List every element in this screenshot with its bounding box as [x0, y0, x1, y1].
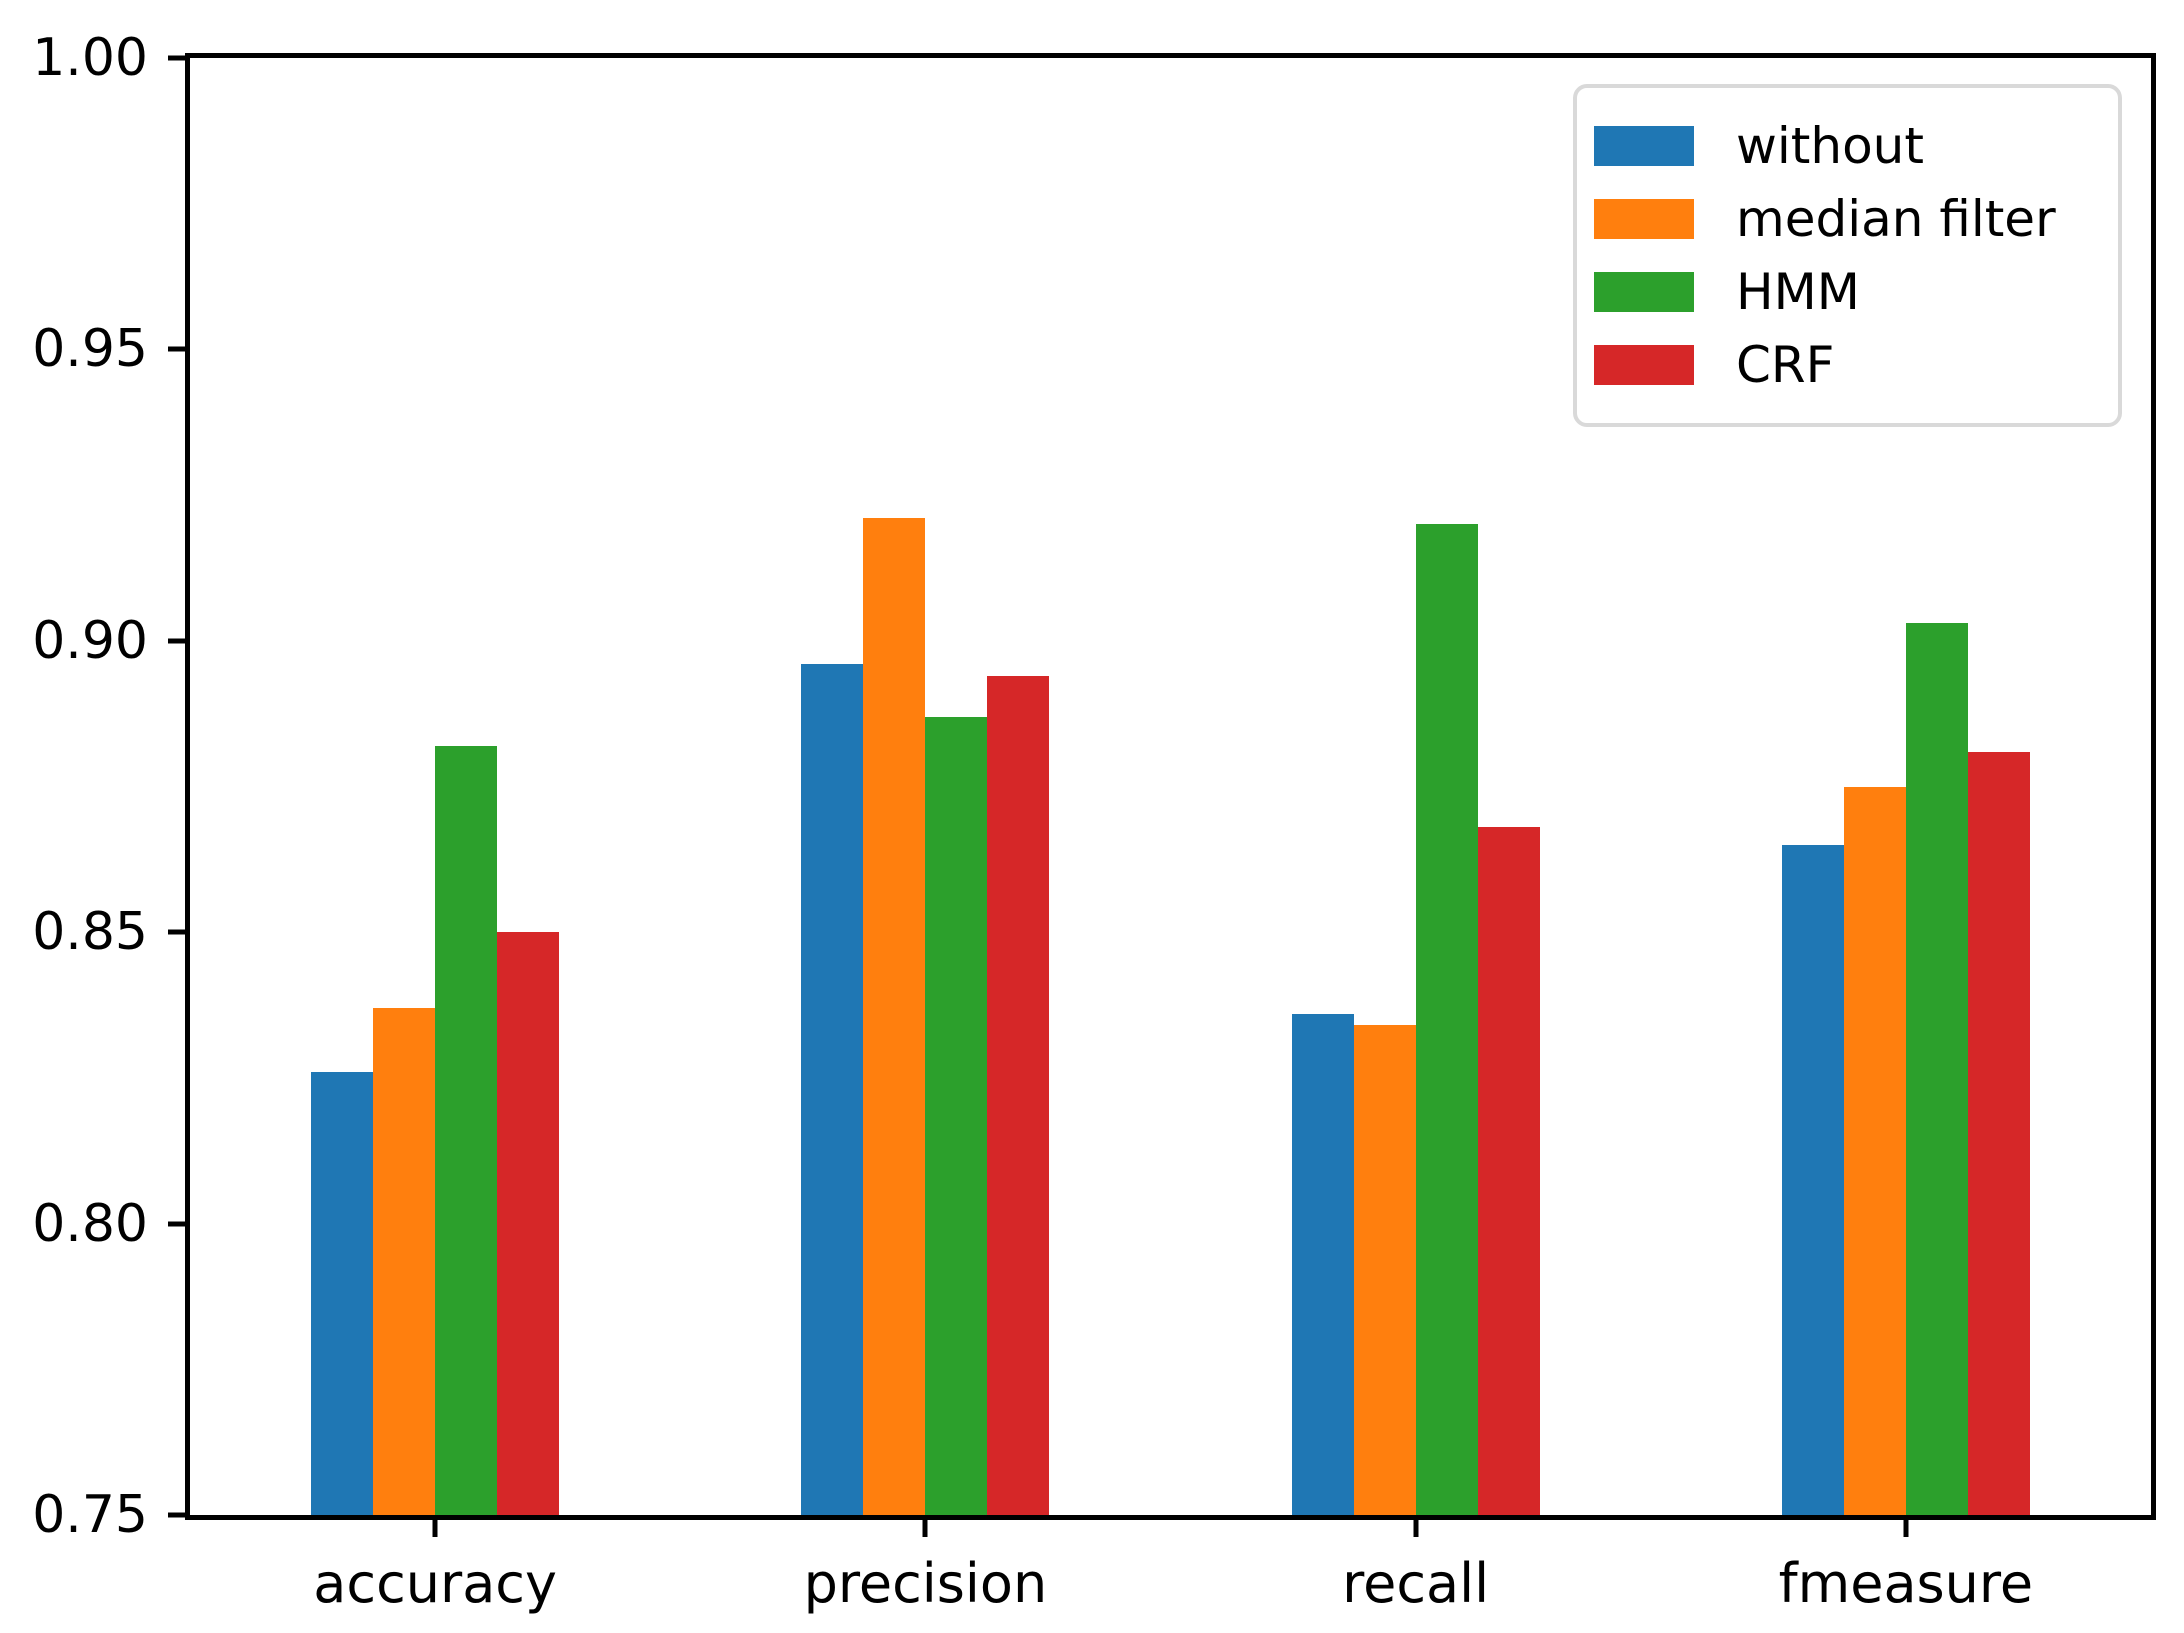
x-axis-tick-mark: [1413, 1520, 1419, 1537]
bar-HMM-fmeasure: [1905, 623, 1968, 1515]
y-axis-tick-label: 0.95: [32, 319, 148, 380]
bar-CRF-precision: [987, 675, 1050, 1515]
bar-median-filter-fmeasure: [1843, 786, 1906, 1515]
bar-CRF-accuracy: [497, 932, 560, 1515]
y-axis-tick-mark: [168, 55, 185, 61]
bar-CRF-recall: [1477, 827, 1540, 1515]
x-axis-tick-label-fmeasure: fmeasure: [1778, 1552, 2034, 1615]
y-axis-tick-mark: [168, 346, 185, 352]
y-axis-tick-mark: [168, 929, 185, 935]
bar-HMM-accuracy: [435, 745, 498, 1515]
y-axis-tick-label: 0.75: [32, 1485, 148, 1545]
x-axis-tick-mark: [1903, 1520, 1909, 1537]
x-axis-tick-label-precision: precision: [803, 1552, 1048, 1615]
legend-swatch: [1594, 272, 1694, 312]
legend-label: HMM: [1736, 263, 1860, 321]
y-axis-tick-label: 0.80: [32, 1193, 148, 1254]
y-axis-tick-mark: [168, 1512, 185, 1518]
x-axis-tick-label-recall: recall: [1342, 1552, 1490, 1615]
legend: without median filter HMM CRF: [1573, 84, 2122, 427]
legend-swatch: [1594, 345, 1694, 385]
x-axis-tick-mark: [432, 1520, 438, 1537]
bar-CRF-fmeasure: [1967, 751, 2030, 1515]
legend-swatch: [1594, 199, 1694, 239]
x-axis-tick-mark: [922, 1520, 928, 1537]
legend-item-CRF: CRF: [1594, 340, 2108, 390]
legend-item-HMM: HMM: [1594, 267, 2108, 317]
bar-without-precision: [801, 664, 864, 1515]
legend-item-median-filter: median filter: [1594, 194, 2108, 244]
legend-label: CRF: [1736, 336, 1835, 394]
x-axis-tick-label-accuracy: accuracy: [313, 1552, 557, 1615]
y-axis-tick-mark: [168, 638, 185, 644]
y-axis-tick-label: 0.85: [32, 902, 148, 963]
legend-swatch: [1594, 126, 1694, 166]
y-axis-tick-label: 0.90: [32, 610, 148, 671]
legend-label: without: [1736, 117, 1924, 175]
y-axis-tick-label: 1.00: [32, 28, 148, 88]
bar-without-accuracy: [311, 1072, 374, 1515]
bar-without-fmeasure: [1781, 844, 1844, 1515]
y-axis-tick-mark: [168, 1221, 185, 1227]
bar-without-recall: [1291, 1013, 1354, 1515]
bar-HMM-recall: [1415, 524, 1478, 1515]
legend-label: median filter: [1736, 190, 2056, 248]
bar-median-filter-recall: [1353, 1025, 1416, 1515]
bar-HMM-precision: [925, 716, 988, 1515]
plot-area: without median filter HMM CRF 0.75 0.80 0.85 0…: [32, 32, 2156, 1611]
legend-item-without: without: [1594, 121, 2108, 171]
bar-median-filter-precision: [863, 518, 926, 1515]
bar-median-filter-accuracy: [373, 1007, 436, 1515]
